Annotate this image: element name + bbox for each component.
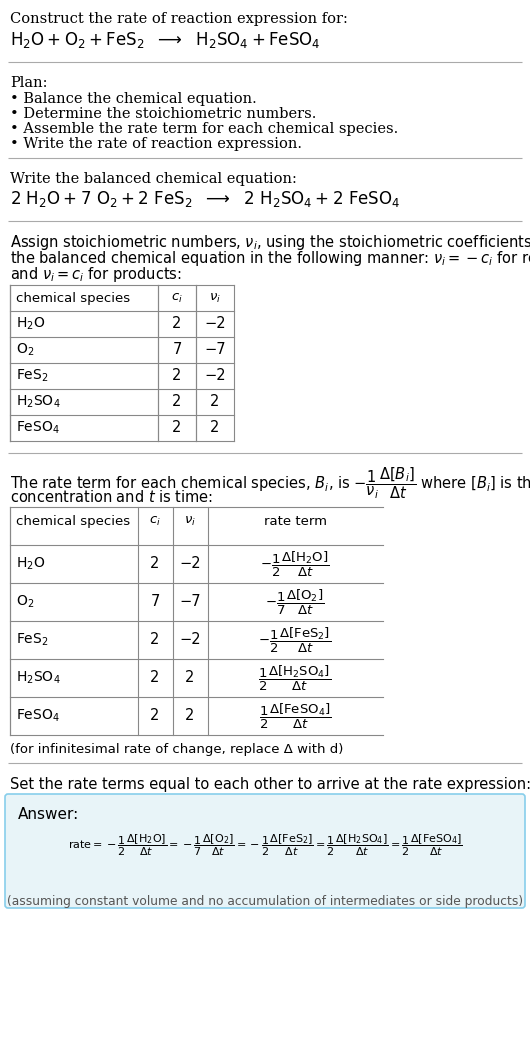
Text: 2: 2 [172,368,182,383]
Text: 2: 2 [151,633,160,647]
Text: 2: 2 [151,670,160,685]
Text: $\dfrac{1}{2}\dfrac{\Delta[\mathrm{FeSO_4}]}{\Delta t}$: $\dfrac{1}{2}\dfrac{\Delta[\mathrm{FeSO_… [259,702,331,730]
Text: $\mathrm{H_2SO_4}$: $\mathrm{H_2SO_4}$ [16,394,60,410]
Text: 2: 2 [151,556,160,571]
Text: The rate term for each chemical species, $B_i$, is $-\dfrac{1}{\nu_i}\dfrac{\Del: The rate term for each chemical species,… [10,465,530,501]
Text: $\mathrm{H_2SO_4}$: $\mathrm{H_2SO_4}$ [16,669,60,686]
Text: Write the balanced chemical equation:: Write the balanced chemical equation: [10,172,297,186]
Text: chemical species: chemical species [16,515,130,528]
Text: $\mathrm{O_2}$: $\mathrm{O_2}$ [16,594,34,610]
Text: 2: 2 [186,708,195,724]
Text: $\mathrm{rate} = -\dfrac{1}{2}\dfrac{\Delta[\mathrm{H_2O}]}{\Delta t} = -\dfrac{: $\mathrm{rate} = -\dfrac{1}{2}\dfrac{\De… [68,833,462,858]
Text: concentration and $t$ is time:: concentration and $t$ is time: [10,488,213,505]
Text: $\mathrm{H_2O}$: $\mathrm{H_2O}$ [16,555,45,572]
FancyBboxPatch shape [5,794,525,908]
Text: Plan:: Plan: [10,76,48,90]
Text: Assign stoichiometric numbers, $\nu_i$, using the stoichiometric coefficients, $: Assign stoichiometric numbers, $\nu_i$, … [10,233,530,252]
Text: • Write the rate of reaction expression.: • Write the rate of reaction expression. [10,137,302,151]
Text: $\nu_i$: $\nu_i$ [184,515,196,528]
Text: 2: 2 [172,420,182,435]
Text: chemical species: chemical species [16,292,130,305]
Text: 2: 2 [210,420,220,435]
Text: • Determine the stoichiometric numbers.: • Determine the stoichiometric numbers. [10,107,316,121]
Text: $-\dfrac{1}{2}\dfrac{\Delta[\mathrm{H_2O}]}{\Delta t}$: $-\dfrac{1}{2}\dfrac{\Delta[\mathrm{H_2O… [260,549,330,578]
Text: rate term: rate term [263,515,326,528]
Text: −2: −2 [179,556,201,571]
Text: $\mathrm{FeS_2}$: $\mathrm{FeS_2}$ [16,368,49,384]
Text: 2: 2 [172,316,182,331]
Text: −2: −2 [204,368,226,383]
Text: 2: 2 [186,670,195,685]
Text: and $\nu_i = c_i$ for products:: and $\nu_i = c_i$ for products: [10,265,182,285]
Text: $\mathrm{FeSO_4}$: $\mathrm{FeSO_4}$ [16,708,60,724]
Text: $\dfrac{1}{2}\dfrac{\Delta[\mathrm{H_2SO_4}]}{\Delta t}$: $\dfrac{1}{2}\dfrac{\Delta[\mathrm{H_2SO… [259,663,332,692]
Text: $\mathrm{FeSO_4}$: $\mathrm{FeSO_4}$ [16,420,60,436]
Text: $c_i$: $c_i$ [171,292,183,305]
Text: 2: 2 [151,708,160,724]
Text: $\nu_i$: $\nu_i$ [209,292,221,305]
Text: • Assemble the rate term for each chemical species.: • Assemble the rate term for each chemic… [10,122,398,136]
Text: Answer:: Answer: [18,808,80,822]
Text: −2: −2 [179,633,201,647]
Text: 2: 2 [172,394,182,409]
Text: $\mathrm{O_2}$: $\mathrm{O_2}$ [16,342,34,359]
Text: $\mathregular{H_2O + O_2 + FeS_2}$  $\longrightarrow$  $\mathregular{H_2SO_4 + F: $\mathregular{H_2O + O_2 + FeS_2}$ $\lon… [10,30,321,50]
Text: Set the rate terms equal to each other to arrive at the rate expression:: Set the rate terms equal to each other t… [10,777,530,792]
Text: (assuming constant volume and no accumulation of intermediates or side products): (assuming constant volume and no accumul… [7,895,523,908]
Text: (for infinitesimal rate of change, replace Δ with d): (for infinitesimal rate of change, repla… [10,743,343,756]
Text: −7: −7 [204,342,226,357]
Text: • Balance the chemical equation.: • Balance the chemical equation. [10,92,257,106]
Text: $-\dfrac{1}{7}\dfrac{\Delta[\mathrm{O_2}]}{\Delta t}$: $-\dfrac{1}{7}\dfrac{\Delta[\mathrm{O_2}… [266,588,325,616]
Text: $\mathregular{2\ H_2O + 7\ O_2 + 2\ FeS_2}$  $\longrightarrow$  $\mathregular{2\: $\mathregular{2\ H_2O + 7\ O_2 + 2\ FeS_… [10,189,400,209]
Text: 2: 2 [210,394,220,409]
Text: 7: 7 [151,594,160,610]
Text: Construct the rate of reaction expression for:: Construct the rate of reaction expressio… [10,12,348,26]
Text: $-\dfrac{1}{2}\dfrac{\Delta[\mathrm{FeS_2}]}{\Delta t}$: $-\dfrac{1}{2}\dfrac{\Delta[\mathrm{FeS_… [259,626,332,655]
Text: $\mathrm{H_2O}$: $\mathrm{H_2O}$ [16,316,45,333]
Text: −7: −7 [179,594,201,610]
Text: −2: −2 [204,316,226,331]
Text: $c_i$: $c_i$ [149,515,161,528]
Text: the balanced chemical equation in the following manner: $\nu_i = -c_i$ for react: the balanced chemical equation in the fo… [10,249,530,268]
Text: $\mathrm{FeS_2}$: $\mathrm{FeS_2}$ [16,632,49,649]
Text: 7: 7 [172,342,182,357]
